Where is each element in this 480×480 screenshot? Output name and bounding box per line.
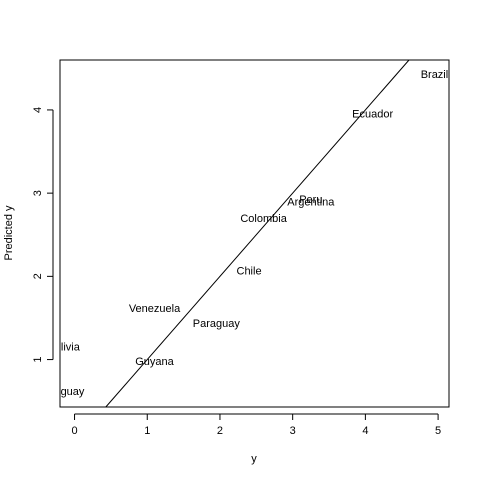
point-label: Argentina: [287, 196, 335, 208]
y-tick-label: 2: [32, 273, 44, 279]
x-axis-label: y: [251, 453, 257, 465]
point-label: Chile: [237, 266, 262, 278]
point-label: Uruguay: [43, 386, 85, 398]
y-tick-label: 3: [32, 190, 44, 196]
y-tick-label: 4: [32, 107, 44, 113]
x-axis: 0 1 2 3 4 5: [71, 413, 441, 437]
y-tick-label: 1: [32, 357, 44, 363]
point-label: Guyana: [135, 356, 174, 368]
point-label: Colombia: [240, 213, 287, 225]
y-axis-label: Predicted y: [3, 205, 15, 261]
plot-frame: [59, 59, 450, 408]
y-axis: 1 2 3 4: [32, 107, 54, 363]
x-tick-label: 0: [71, 425, 77, 437]
point-label: Venezuela: [129, 303, 181, 315]
point-label: Paraguay: [193, 318, 241, 330]
x-tick-label: 1: [144, 425, 150, 437]
point-label: Peru: [299, 194, 322, 206]
reference-line-group: [105, 59, 410, 408]
x-tick-label: 3: [290, 425, 296, 437]
x-tick-label: 4: [362, 425, 368, 437]
x-tick-label: 2: [217, 425, 223, 437]
identity-line: [105, 59, 410, 408]
x-tick-label: 5: [435, 425, 441, 437]
point-label: Brazil: [421, 69, 449, 81]
point-label: Ecuador: [352, 108, 393, 120]
point-label: Bolivia: [47, 341, 80, 353]
